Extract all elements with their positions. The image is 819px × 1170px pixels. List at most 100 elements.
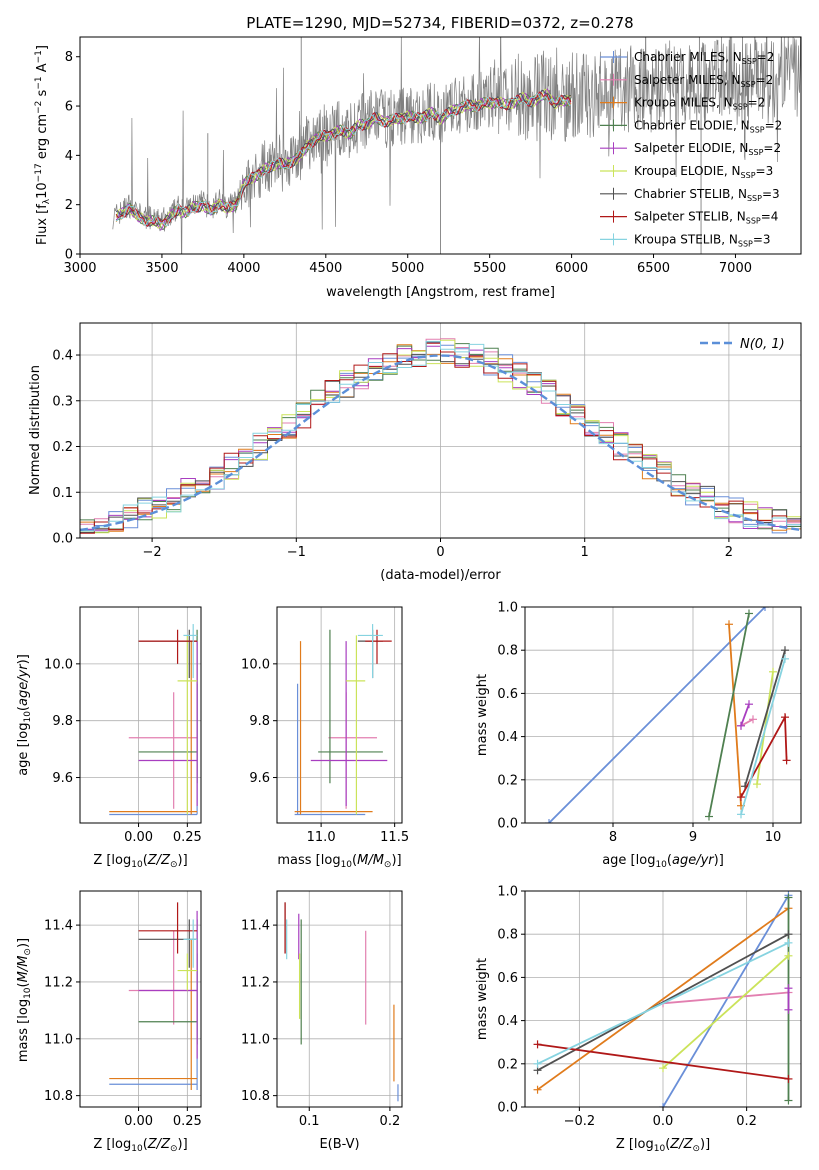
mass-weight-vs-age-panel: 8 9 10 0.0 0.2 0.4 0.6 0.8 1.0 age [log10(age/yr)…	[475, 601, 802, 870]
y-tick-label: 11.4	[44, 919, 73, 934]
x-tick-label: 11.5	[380, 830, 409, 845]
x-tick-label: 1	[581, 545, 589, 560]
y-tick-label: 11.2	[241, 975, 270, 990]
weight-line-salpeter-miles	[662, 991, 789, 1005]
y-tick-label: 4	[65, 149, 73, 164]
y-tick-label: 0.8	[497, 644, 518, 659]
y-tick-label: 9.8	[52, 714, 73, 729]
y-tick-label: 1.0	[497, 601, 518, 616]
plot-area	[112, 37, 801, 254]
y-tick-label: 0.3	[52, 394, 73, 409]
y-axis-label: Flux [fλ10−17 erg cm−2 s−1 A−1]	[34, 45, 52, 245]
axes-frame	[79, 890, 202, 1108]
y-tick-label: 0.0	[52, 532, 73, 547]
x-tick-label: 4000	[227, 261, 260, 276]
x-tick-label: 0.2	[736, 1114, 757, 1129]
x-tick-label: 0.2	[380, 1114, 401, 1129]
y-tick-label: 8	[65, 50, 73, 65]
legend-label: Kroupa STELIB, NSSP=3	[634, 232, 771, 248]
x-tick-label: 0.25	[173, 830, 202, 845]
y-tick-label: 0.0	[497, 817, 518, 832]
x-tick-label: 0.0	[653, 1114, 674, 1129]
model-spectrum-kroupa-stelib	[115, 93, 572, 227]
x-axis-label: (data-model)/error	[380, 568, 501, 583]
y-tick-label: 0.1	[52, 486, 73, 501]
y-axis-label: mass weight	[475, 958, 490, 1040]
x-tick-label: 5000	[391, 261, 424, 276]
y-tick-label: 0.2	[497, 1057, 518, 1072]
y-axis-label: mass weight	[475, 674, 490, 756]
weight-line-salpeter-miles	[740, 718, 754, 727]
y-axis-label: mass [log10(M/M⊙)]	[16, 938, 33, 1062]
x-axis-label: mass [log10(M/M⊙)]	[277, 853, 401, 870]
x-tick-label: 6500	[637, 261, 670, 276]
y-tick-label: 11.2	[44, 975, 73, 990]
x-axis-label: wavelength [Angstrom, rest frame]	[326, 285, 555, 300]
y-tick-label: 11.0	[241, 1032, 270, 1047]
x-tick-label: 5500	[473, 261, 506, 276]
axes-frame	[524, 606, 802, 824]
mass-vs-z-panel: 0.00 0.25 10.8 11.0 11.2 11.4 Z [log10(Z/Z⊙)] m…	[16, 890, 202, 1154]
x-tick-label: 4500	[309, 261, 342, 276]
x-tick-label: 9	[689, 830, 697, 845]
legend-label: Chabrier STELIB, NSSP=3	[634, 187, 780, 203]
legend-label: Salpeter STELIB, NSSP=4	[634, 210, 778, 226]
y-tick-label: 0.6	[497, 971, 518, 986]
y-tick-label: 0.8	[497, 928, 518, 943]
x-axis-label: E(B-V)	[319, 1137, 359, 1152]
weight-line-salpeter-elodie	[740, 703, 750, 727]
figure-title: PLATE=1290, MJD=52734, FIBERID=0372, z=0…	[246, 14, 633, 32]
weight-line-chabrier-miles	[662, 894, 790, 1107]
weight-line-kroupa-stelib	[537, 941, 789, 1065]
x-tick-label: 0.25	[173, 1114, 202, 1129]
axes-frame	[79, 36, 802, 255]
y-tick-label: 10.8	[44, 1089, 73, 1104]
weight-line-chabrier-miles	[548, 607, 766, 823]
y-tick-label: 0.2	[497, 773, 518, 788]
age-vs-z-panel: 0.00 0.25 9.6 9.8 10.0 Z [log10(Z/Z⊙)] age [lo…	[16, 606, 202, 870]
plot-area	[533, 891, 793, 1107]
mass-vs-ebv-panel: 0.1 0.2 10.8 11.0 11.2 11.4 E(B-V)	[241, 890, 403, 1152]
histogram-kroupa-stelib	[80, 340, 801, 538]
x-tick-label: 0.1	[299, 1114, 320, 1129]
x-axis-label: age [log10(age/yr)]	[602, 853, 724, 870]
y-tick-label: 0.6	[497, 687, 518, 702]
normal-curve	[80, 354, 801, 532]
y-tick-label: 0.0	[497, 1101, 518, 1116]
legend-label: Chabrier ELODIE, NSSP=2	[634, 118, 782, 134]
x-tick-label: 10	[765, 830, 782, 845]
y-tick-label: 0.2	[52, 440, 73, 455]
histogram-panel: −2 −1 0 1 2 0.0 0.1 0.2 0.3 0.4 N(0, 1) (data-model…	[28, 322, 802, 583]
weight-line-kroupa-stelib	[740, 658, 786, 815]
axes-frame	[79, 606, 202, 824]
x-tick-label: 0.00	[124, 1114, 153, 1129]
plot-area	[284, 902, 399, 1102]
x-tick-label: −1	[287, 545, 306, 560]
y-tick-label: 0.4	[52, 349, 73, 364]
y-tick-label: 11.4	[241, 919, 270, 934]
age-vs-mass-panel: 11.0 11.5 9.6 9.8 10.0 mass [log10(M/M⊙)]	[241, 606, 409, 870]
plot-area	[545, 607, 791, 823]
legend-label: Kroupa ELODIE, NSSP=3	[634, 164, 773, 180]
weight-line-salpeter-stelib	[537, 1043, 789, 1080]
y-tick-label: 9.8	[249, 714, 270, 729]
legend-label: Salpeter MILES, NSSP=2	[634, 73, 773, 89]
y-tick-label: 1.0	[497, 885, 518, 900]
axes-frame	[276, 890, 403, 1108]
y-tick-label: 0	[65, 248, 73, 263]
weight-line-salpeter-stelib	[740, 713, 788, 798]
y-tick-label: 0.4	[497, 1014, 518, 1029]
legend-label: N(0, 1)	[740, 337, 785, 352]
plot-area	[109, 902, 198, 1090]
legend-label: Salpeter ELODIE, NSSP=2	[634, 141, 781, 157]
weight-line-kroupa-miles	[536, 907, 790, 1091]
plot-area	[294, 624, 392, 816]
x-tick-label: 11.0	[307, 830, 336, 845]
x-tick-label: 8	[609, 830, 617, 845]
plot-area	[80, 338, 801, 538]
y-tick-label: 6	[65, 100, 73, 115]
plot-area	[109, 624, 198, 816]
x-tick-label: 0	[436, 545, 444, 560]
x-tick-label: 6000	[555, 261, 588, 276]
x-tick-label: −0.2	[564, 1114, 596, 1129]
